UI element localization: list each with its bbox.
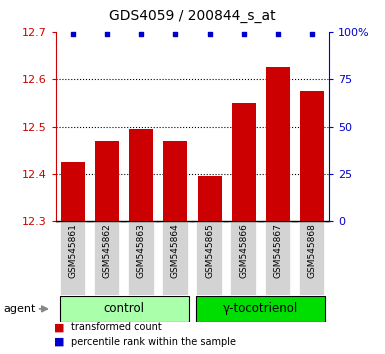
Bar — [232, 103, 256, 221]
Bar — [129, 129, 153, 221]
Bar — [231, 221, 257, 296]
Bar — [198, 176, 221, 221]
Point — [206, 31, 213, 36]
Point — [241, 31, 247, 36]
Bar — [128, 221, 154, 296]
Point — [104, 31, 110, 36]
Text: transformed count: transformed count — [71, 322, 162, 332]
Text: GSM545862: GSM545862 — [102, 223, 112, 278]
Text: ■: ■ — [54, 337, 64, 347]
Text: γ-tocotrienol: γ-tocotrienol — [223, 302, 298, 315]
Text: control: control — [104, 302, 145, 315]
Text: ■: ■ — [54, 322, 64, 332]
Point — [138, 31, 144, 36]
Bar — [60, 221, 86, 296]
Text: agent: agent — [4, 304, 36, 314]
Bar — [196, 296, 325, 322]
Bar — [94, 221, 121, 296]
Bar — [300, 91, 324, 221]
Point — [70, 31, 76, 36]
Text: GDS4059 / 200844_s_at: GDS4059 / 200844_s_at — [109, 9, 276, 23]
Bar — [61, 162, 85, 221]
Bar — [264, 221, 291, 296]
Bar — [299, 221, 325, 296]
Text: GSM545867: GSM545867 — [273, 223, 283, 278]
Text: GSM545865: GSM545865 — [205, 223, 214, 278]
Text: GSM545868: GSM545868 — [308, 223, 316, 278]
Bar — [60, 296, 189, 322]
Text: GSM545864: GSM545864 — [171, 223, 180, 278]
Text: GSM545866: GSM545866 — [239, 223, 248, 278]
Bar — [95, 141, 119, 221]
Bar — [162, 221, 189, 296]
Text: percentile rank within the sample: percentile rank within the sample — [71, 337, 236, 347]
Bar — [164, 141, 187, 221]
Point — [172, 31, 179, 36]
Bar — [266, 67, 290, 221]
Bar — [196, 221, 223, 296]
Point — [275, 31, 281, 36]
Point — [309, 31, 315, 36]
Text: GSM545861: GSM545861 — [69, 223, 77, 278]
Text: GSM545863: GSM545863 — [137, 223, 146, 278]
